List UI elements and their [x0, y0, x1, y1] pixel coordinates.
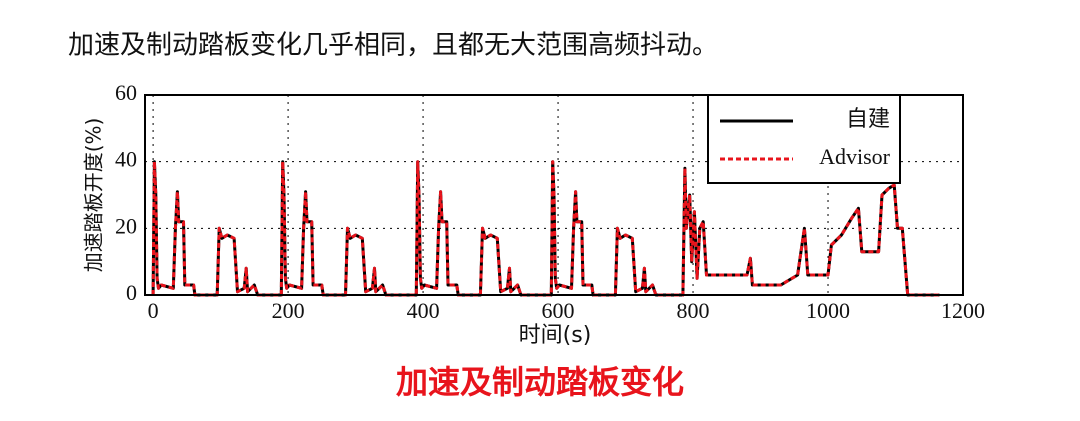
y-axis-label: 加速踏板开度(%) [82, 118, 106, 273]
x-tick-label: 1200 [941, 298, 985, 323]
x-axis-label: 时间(s) [519, 323, 592, 348]
line-series [151, 160, 940, 297]
x-tick-label: 800 [677, 298, 710, 323]
legend-label: 自建 [846, 106, 890, 131]
y-tick-label: 60 [115, 80, 137, 105]
heading: 加速及制动踏板变化几乎相同，且都无大范围高频抖动。 [68, 31, 718, 61]
x-tick-label: 400 [407, 298, 440, 323]
legend-label: Advisor [819, 144, 891, 169]
y-tick-label: 0 [126, 280, 137, 305]
x-tick-label: 600 [542, 298, 575, 323]
x-tick-label: 0 [148, 298, 159, 323]
x-tick-label: 200 [272, 298, 305, 323]
legend-box [707, 94, 901, 184]
y-tick-label: 20 [115, 213, 137, 238]
caption: 加速及制动踏板变化 [396, 363, 684, 401]
y-tick-label: 40 [115, 147, 137, 172]
plot-frame [144, 94, 964, 296]
x-tick-label: 1000 [806, 298, 850, 323]
